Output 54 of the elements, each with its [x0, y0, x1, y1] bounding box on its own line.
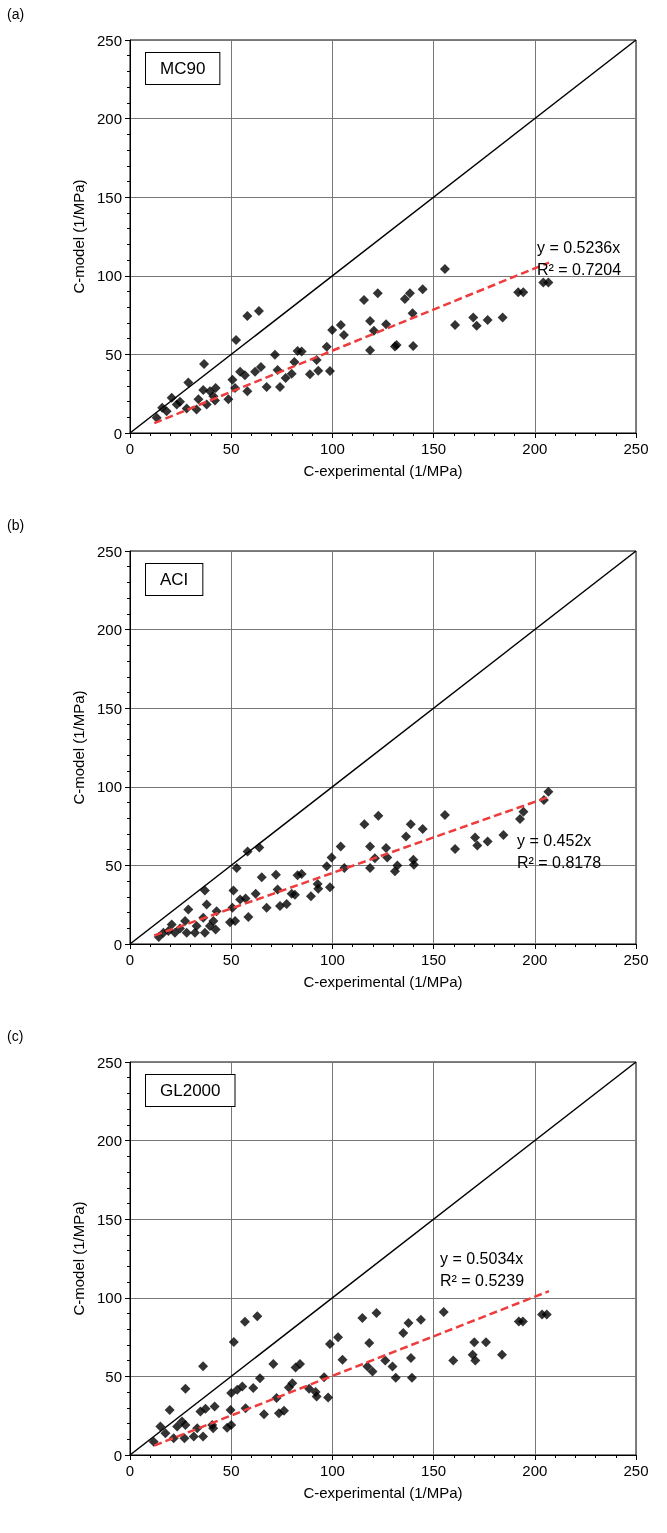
- y-tick-label: 150: [96, 188, 122, 206]
- y-tick-label: 250: [96, 1053, 122, 1071]
- annotation: R² = 0.8178: [517, 853, 602, 871]
- x-tick-label: 0: [125, 440, 135, 457]
- x-axis-title: C-experimental (1/MPa): [303, 462, 463, 479]
- annotation: y = 0.5034x: [440, 1249, 524, 1267]
- y-tick-label: 150: [96, 699, 122, 717]
- y-tick-label: 200: [96, 110, 122, 128]
- x-tick-label: 0: [125, 951, 135, 968]
- x-tick-label: 250: [623, 951, 649, 968]
- x-tick-label: 100: [319, 440, 345, 457]
- y-tick-label: 50: [105, 1367, 122, 1385]
- x-tick-label: 50: [222, 440, 240, 457]
- x-tick-label: 50: [222, 951, 240, 968]
- y-tick-label: 100: [96, 267, 122, 285]
- x-tick-label: 100: [319, 1462, 345, 1479]
- x-tick-label: 50: [222, 1462, 240, 1479]
- x-tick-label: 150: [421, 440, 447, 457]
- annotation: R² = 0.5239: [440, 1271, 525, 1289]
- y-tick-label: 100: [96, 778, 122, 796]
- y-tick-label: 100: [96, 1289, 122, 1307]
- annotation: MC90: [160, 59, 206, 78]
- x-tick-label: 200: [522, 1462, 548, 1479]
- y-axis-title: C-model (1/MPa): [70, 690, 88, 805]
- annotation: ACI: [160, 570, 189, 589]
- x-tick-label: 250: [623, 1462, 649, 1479]
- x-axis-title: C-experimental (1/MPa): [303, 973, 463, 990]
- y-axis-title: C-model (1/MPa): [70, 1201, 88, 1316]
- y-tick-label: 50: [105, 345, 122, 363]
- annotation: y = 0.5236x: [537, 238, 621, 256]
- y-tick-label: 200: [96, 1132, 122, 1150]
- x-tick-label: 200: [522, 440, 548, 457]
- x-tick-label: 200: [522, 951, 548, 968]
- y-tick-label: 150: [96, 1210, 122, 1228]
- x-tick-label: 100: [319, 951, 345, 968]
- y-tick-label: 50: [105, 856, 122, 874]
- x-tick-label: 0: [125, 1462, 135, 1479]
- x-tick-label: 150: [421, 1462, 447, 1479]
- annotation: GL2000: [160, 1081, 221, 1100]
- y-tick-label: 0: [113, 424, 122, 442]
- y-tick-label: 250: [96, 542, 122, 560]
- y-tick-label: 0: [113, 1446, 122, 1464]
- text: (a): [7, 6, 25, 22]
- annotation: y = 0.452x: [517, 831, 592, 849]
- y-tick-label: 0: [113, 935, 122, 953]
- text: (b): [7, 517, 25, 533]
- x-tick-label: 250: [623, 440, 649, 457]
- x-axis-title: C-experimental (1/MPa): [303, 1484, 463, 1501]
- text: (c): [7, 1028, 24, 1044]
- annotation: R² = 0.7204: [537, 260, 622, 278]
- x-tick-label: 150: [421, 951, 447, 968]
- y-tick-label: 250: [96, 31, 122, 49]
- y-axis-title: C-model (1/MPa): [70, 179, 88, 294]
- y-tick-label: 200: [96, 621, 122, 639]
